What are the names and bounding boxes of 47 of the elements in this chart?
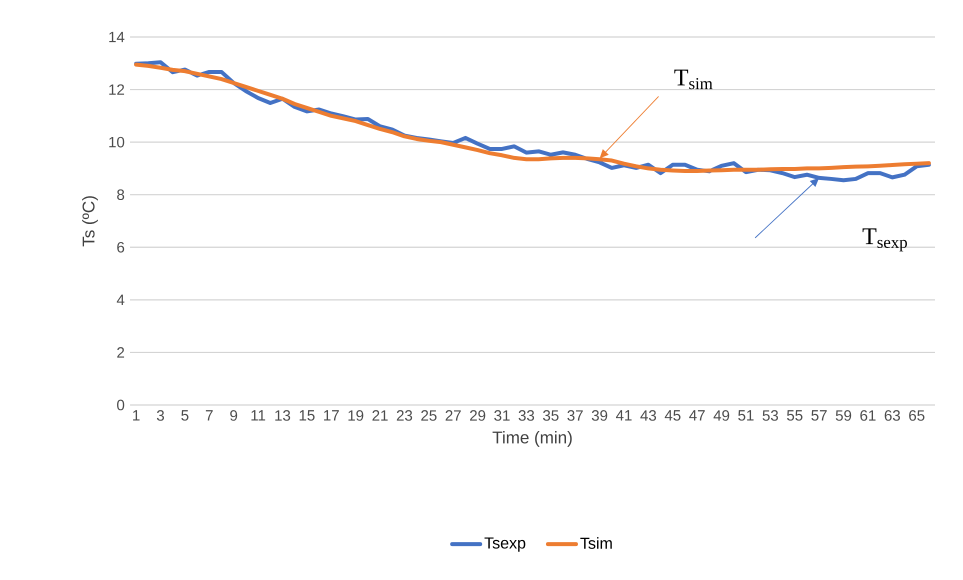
x-tick-label: 51 <box>738 410 754 421</box>
x-tick-label: 61 <box>860 410 876 421</box>
x-tick-label: 59 <box>836 410 852 421</box>
x-tick-label: 53 <box>762 410 778 421</box>
x-tick-label: 25 <box>421 410 437 421</box>
x-tick-label: 1 <box>133 410 140 421</box>
x-tick-label: 13 <box>275 410 290 421</box>
x-tick-label: 31 <box>494 410 510 421</box>
x-tick-label: 35 <box>543 410 559 421</box>
x-tick-label: 3 <box>156 410 164 421</box>
x-tick-label: 33 <box>518 410 534 421</box>
x-tick-label: 57 <box>811 410 827 421</box>
y-tick-label: 2 <box>117 347 124 358</box>
y-tick-label: 12 <box>109 84 124 95</box>
x-tick-label: 63 <box>884 410 900 421</box>
x-tick-label: 43 <box>640 410 656 421</box>
x-tick-label: 41 <box>616 410 632 421</box>
x-tick-label: 47 <box>689 410 705 421</box>
x-tick-label: 17 <box>324 410 339 421</box>
annotation: T$_{sim}$ <box>674 70 713 90</box>
x-tick-label: 39 <box>592 410 608 421</box>
y-axis-title: Ts (ºC) <box>82 196 98 246</box>
x-tick-label: 15 <box>300 410 315 421</box>
y-tick-label: 8 <box>117 189 124 200</box>
y-tick-label: 14 <box>109 32 124 42</box>
y-tick-label: 0 <box>117 400 124 410</box>
y-tick-label: 6 <box>117 242 124 253</box>
x-tick-label: 23 <box>396 410 412 421</box>
y-tick-label: 4 <box>116 294 124 306</box>
x-tick-label: 9 <box>230 410 238 421</box>
x-tick-label: 11 <box>251 410 266 421</box>
x-tick-label: 45 <box>664 410 680 421</box>
y-tick-label: 10 <box>109 136 124 148</box>
legend-label: Tsim <box>580 537 612 549</box>
x-tick-label: 21 <box>372 410 388 421</box>
x-tick-label: 5 <box>181 410 188 421</box>
annotation: T$_{sexp}$ <box>862 228 907 252</box>
x-tick-label: 55 <box>786 410 802 421</box>
x-tick-label: 65 <box>909 410 924 421</box>
legend-label: Tsexp <box>484 537 526 552</box>
x-tick-label: 7 <box>206 410 213 421</box>
x-tick-label: 37 <box>567 410 583 421</box>
x-tick-label: 29 <box>470 410 486 421</box>
x-tick-label: 19 <box>348 410 364 421</box>
x-axis-title: Time (min) <box>492 431 572 447</box>
x-tick-label: 27 <box>446 410 461 421</box>
x-tick-label: 49 <box>714 410 730 421</box>
